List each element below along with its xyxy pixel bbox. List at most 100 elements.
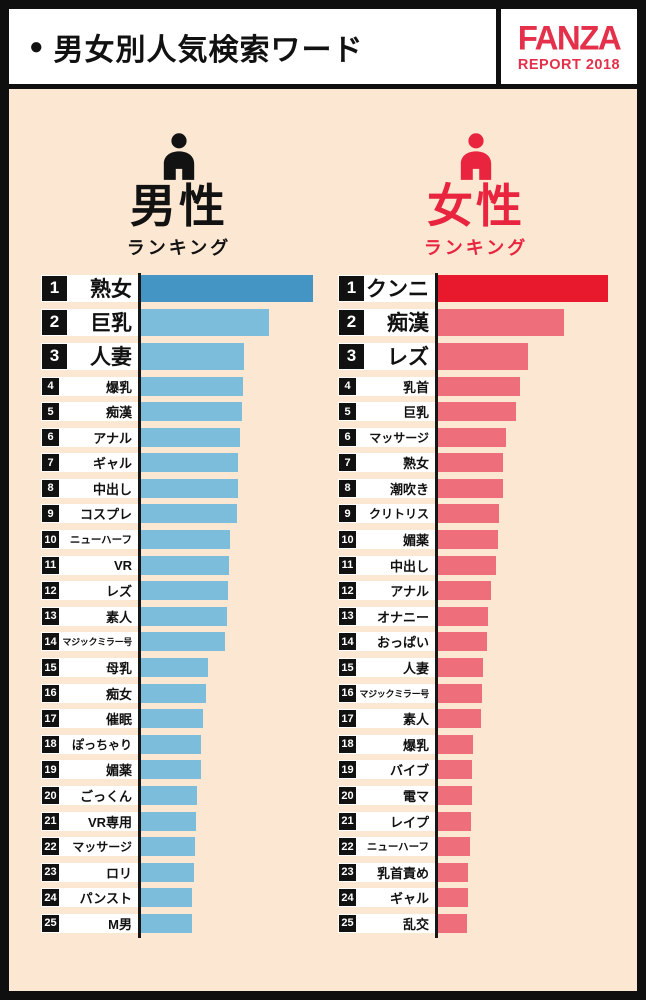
value-bar [438, 786, 472, 806]
value-bar [141, 913, 192, 933]
keyword-label: 催眠 [105, 712, 132, 728]
keyword-label: パンスト [79, 891, 132, 907]
rank-row: 6 マッサージ [338, 427, 614, 447]
rank-row: 9 コスプレ [41, 504, 317, 524]
rank-number-badge: 16 [42, 684, 59, 702]
value-bar [438, 555, 496, 575]
rank-number-badge: 12 [339, 582, 356, 600]
rank-row: 15 人妻 [338, 658, 614, 678]
male-person-icon [163, 133, 195, 180]
rank-number-badge: 8 [339, 479, 356, 497]
rank-row: 4 爆乳 [41, 376, 317, 396]
rank-row: 20 電マ [338, 786, 614, 806]
female-column: 女性 ランキング 1 クンニ 2 痴漢 3 レズ 4 乳首 5 巨乳 6 マッサージ 7 熟女 8 潮吹き 9 ク… [338, 89, 614, 940]
rank-row: 13 素人 [41, 606, 317, 626]
rank-number-badge: 18 [339, 735, 356, 753]
rank-label-box: 9 コスプレ [41, 504, 138, 524]
rank-number-badge: 7 [42, 454, 59, 472]
value-bar [141, 760, 201, 780]
rank-row: 9 クリトリス [338, 504, 614, 524]
keyword-label: VR [113, 557, 132, 573]
value-bar [438, 342, 528, 370]
rank-number-badge: 8 [42, 479, 59, 497]
rank-row: 24 ギャル [338, 888, 614, 908]
keyword-label: アナル [390, 584, 429, 600]
rank-row: 5 巨乳 [338, 402, 614, 422]
keyword-label: 人妻 [90, 346, 132, 370]
rank-number-badge: 22 [42, 838, 59, 856]
keyword-label: ロリ [105, 865, 132, 881]
rank-row: 7 熟女 [338, 453, 614, 473]
rank-label-box: 5 痴漢 [41, 402, 138, 422]
rank-number-badge: 2 [339, 309, 364, 335]
female-person-icon [460, 133, 492, 180]
value-bar [438, 734, 473, 754]
keyword-label: ごっくん [79, 789, 132, 805]
keyword-label: レズ [105, 584, 132, 600]
value-bar [438, 402, 516, 422]
rank-row: 25 乱交 [338, 913, 614, 933]
value-bar [438, 683, 482, 703]
keyword-label: 素人 [402, 712, 429, 728]
fanza-logo: FANZA REPORT 2018 [501, 9, 637, 84]
rank-row: 20 ごっくん [41, 786, 317, 806]
rank-number-badge: 20 [339, 787, 356, 805]
rank-label-box: 12 アナル [338, 581, 435, 601]
value-bar [141, 786, 197, 806]
value-bar [438, 837, 470, 857]
rank-label-box: 5 巨乳 [338, 402, 435, 422]
rank-row: 13 オナニー [338, 606, 614, 626]
value-bar [438, 581, 491, 601]
male-column-subtitle: ランキング [126, 237, 232, 258]
female-column-header: 女性 ランキング [338, 89, 614, 260]
rank-label-box: 13 素人 [41, 606, 138, 626]
female-column-subtitle: ランキング [423, 237, 529, 258]
rank-label-box: 14 マジックミラー号 [41, 632, 138, 652]
keyword-label: 巨乳 [402, 405, 429, 421]
rank-label-box: 8 中出し [41, 478, 138, 498]
keyword-label: 母乳 [105, 661, 132, 677]
rank-row: 25 M男 [41, 913, 317, 933]
rank-number-badge: 14 [339, 633, 356, 651]
value-bar [141, 376, 243, 396]
rank-label-box: 22 マッサージ [41, 837, 138, 857]
value-bar [438, 478, 503, 498]
male-axis-line [138, 272, 141, 938]
rank-label-box: 11 中出し [338, 555, 435, 575]
value-bar [438, 913, 467, 933]
keyword-label: M男 [108, 916, 132, 932]
rank-label-box: 16 マジックミラー号 [338, 683, 435, 703]
rank-label-box: 25 M男 [41, 913, 138, 933]
value-bar [141, 308, 269, 336]
female-ranking-list: 1 クンニ 2 痴漢 3 レズ 4 乳首 5 巨乳 6 マッサージ 7 熟女 8 潮吹き 9 クリトリス 10 媚薬 1… [338, 272, 614, 938]
rank-label-box: 20 電マ [338, 786, 435, 806]
rank-number-badge: 6 [339, 428, 356, 446]
rank-row: 1 クンニ [338, 274, 614, 302]
value-bar [141, 453, 238, 473]
rank-number-badge: 21 [42, 812, 59, 830]
rank-number-badge: 13 [339, 607, 356, 625]
rank-number-badge: 18 [42, 735, 59, 753]
rank-number-badge: 3 [42, 343, 67, 369]
value-bar [438, 811, 471, 831]
value-bar [438, 308, 564, 336]
keyword-label: 媚薬 [402, 533, 429, 549]
rank-row: 19 バイブ [338, 760, 614, 780]
rank-row: 24 パンスト [41, 888, 317, 908]
rank-label-box: 16 痴女 [41, 683, 138, 703]
rank-label-box: 14 おっぱい [338, 632, 435, 652]
rank-row: 10 ニューハーフ [41, 530, 317, 550]
rank-row: 18 ぽっちゃり [41, 734, 317, 754]
rank-number-badge: 14 [42, 633, 59, 651]
rank-row: 12 レズ [41, 581, 317, 601]
rank-label-box: 12 レズ [41, 581, 138, 601]
rank-row: 17 素人 [338, 709, 614, 729]
rank-number-badge: 1 [42, 275, 67, 301]
rank-row: 22 マッサージ [41, 837, 317, 857]
rank-number-badge: 21 [339, 812, 356, 830]
keyword-label: 人妻 [402, 661, 429, 677]
rank-row: 2 痴漢 [338, 308, 614, 336]
rank-label-box: 3 人妻 [41, 342, 138, 370]
value-bar [438, 427, 506, 447]
